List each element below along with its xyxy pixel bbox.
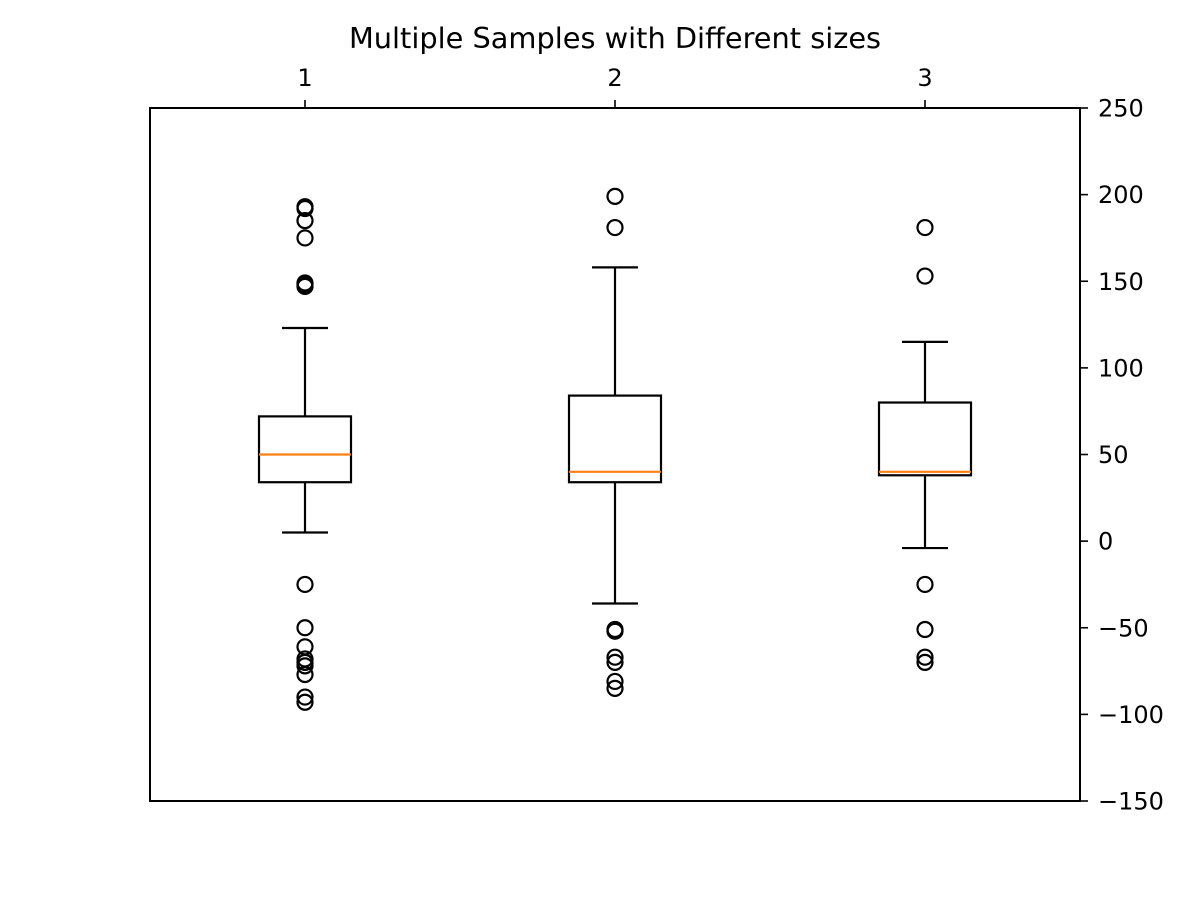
flier-point [916,648,934,666]
flier-point [606,679,624,697]
flier-point [296,277,314,296]
x-tick-label: 1 [297,64,312,92]
y-tick-label: 50 [1098,441,1129,469]
y-tick-label: 150 [1098,268,1144,296]
x-tick-label: 2 [607,64,622,92]
flier-point [296,199,314,218]
flier-point [296,619,314,637]
flier-point [296,688,314,706]
y-tick-label: 100 [1098,354,1144,382]
box-group-1 [257,198,353,711]
plot-area [257,187,973,711]
flier-point [916,218,934,237]
y-tick-label: 200 [1098,181,1144,209]
flier-point [916,620,934,639]
y-tick-label: 250 [1098,95,1144,123]
flier-point [296,665,314,684]
y-tick-label: 0 [1098,528,1113,556]
box [877,401,973,477]
flier-point [296,229,314,247]
box [567,394,663,484]
flier-point [296,657,314,675]
x-tick-label: 3 [917,64,932,92]
flier-point [606,648,624,666]
flier-point [296,212,314,230]
flier-point [916,575,934,594]
flier-point [606,622,624,640]
flier-point [606,187,624,205]
box-group-2 [567,187,663,697]
axes: 250 200 150 100 50 0 −50 −100 −150 1 2 3 [149,64,1164,816]
flier-point [296,575,314,594]
chart-title: Multiple Samples with Different sizes [349,21,881,55]
flier-point [296,693,314,711]
flier-point [606,653,624,672]
box [257,415,353,484]
flier-point [916,653,934,672]
box-group-3 [877,218,973,672]
flier-point [606,218,624,237]
flier-point [916,267,934,285]
y-tick-label: −100 [1098,701,1164,729]
flier-point [606,672,624,691]
y-tick-label: −150 [1098,788,1164,816]
y-tick-label: −50 [1098,614,1149,642]
